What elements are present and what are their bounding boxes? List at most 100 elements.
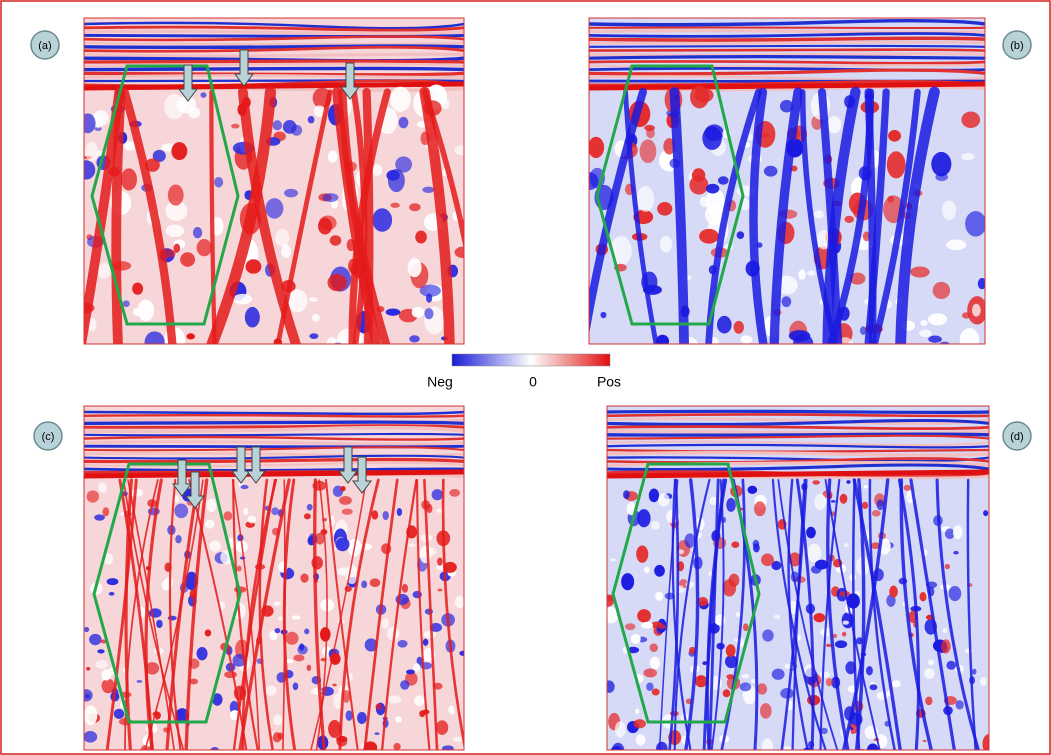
blob [922,739,927,742]
blob [419,284,441,297]
blob [965,210,985,237]
blob [942,628,948,634]
blob [416,656,423,666]
blob [236,565,242,572]
fault-streak [899,478,933,750]
blob [102,507,110,517]
fault-streak [708,478,720,750]
blob [761,553,774,567]
blob [806,526,816,539]
layer [84,71,464,77]
blob [798,269,806,280]
blob [137,299,155,322]
blob [120,168,138,191]
fault-streak [671,478,692,750]
blob [309,333,319,339]
blob [387,695,402,704]
blob [173,243,181,253]
blob [844,215,854,223]
blob [845,661,856,675]
blob [889,585,898,598]
blob [98,482,108,493]
blob [243,507,249,516]
blob [869,684,878,691]
blob [842,620,849,625]
blob [753,543,760,553]
blob [292,682,299,691]
blob [381,618,390,630]
layer [84,41,464,46]
blob [648,488,660,503]
blob [393,742,401,750]
layer [589,52,985,58]
blob [607,680,615,693]
layer [589,32,985,38]
blob [600,311,607,319]
blob [830,500,836,503]
blob [415,230,427,244]
blob [144,331,165,344]
blob [431,489,443,501]
blob [200,92,207,98]
blob [287,289,308,313]
layer [607,448,989,453]
fault-streak [105,478,138,750]
blob [888,130,901,142]
layer [84,440,464,446]
blob [780,688,794,699]
panel-label: (a) [38,40,51,52]
arrow [338,446,358,484]
blob [448,705,455,714]
fault-streak [777,479,839,750]
fault-streak [232,478,277,750]
blob [633,719,646,729]
fault-streak [423,478,439,750]
blob [443,561,457,573]
layer [84,420,464,426]
blob [397,640,408,648]
blob [886,151,906,179]
blob [859,326,867,335]
blob [167,184,184,206]
blob [771,560,782,571]
blob [196,239,212,257]
blob [409,335,420,343]
layer [84,74,464,79]
blob [95,659,109,669]
blob [423,630,437,639]
blob [658,493,670,507]
blob [961,152,975,161]
blob [345,710,353,721]
blob [369,578,381,588]
blob [313,105,326,117]
blob [834,640,848,649]
blob [454,246,464,259]
blob [224,671,237,679]
blob [101,678,115,694]
blob [630,633,641,644]
blob [903,484,912,491]
fault-streak [795,478,815,750]
layer [84,435,464,441]
fault-streak [864,88,890,344]
layer [607,409,989,414]
blob [856,637,863,645]
blob [739,682,752,692]
blob [84,626,90,633]
fault-streak [769,87,803,344]
blob [269,630,278,641]
blob [452,736,463,743]
blob [644,124,655,132]
blob [646,682,654,692]
blob [401,583,409,593]
seismic-panel [84,406,464,750]
fault-streak [419,86,455,344]
blob [304,628,310,635]
layer [607,443,989,449]
blob [694,88,714,103]
arrow [340,62,360,100]
blob [277,732,284,740]
blob [750,678,757,684]
fault-streak [909,478,956,750]
blob [691,168,706,183]
